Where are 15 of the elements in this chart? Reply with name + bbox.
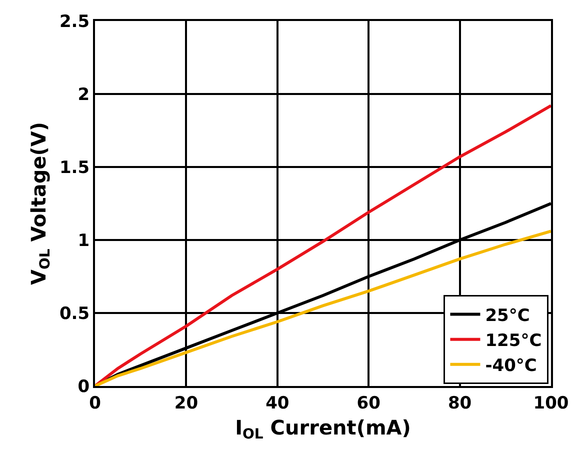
y-tick-label: 2 [78, 84, 90, 105]
legend-label: 125°C [485, 330, 542, 351]
x-tick-label: 60 [356, 393, 381, 414]
legend-label: -40°C [485, 356, 537, 376]
y-tick-label: 0 [78, 376, 90, 397]
y-tick-label: 1.5 [59, 158, 90, 178]
y-tick-label: 1 [78, 230, 90, 251]
x-tick-label: 80 [448, 393, 472, 414]
legend-label: 25°C [485, 306, 530, 326]
x-tick-label: 20 [174, 393, 198, 414]
x-tick-label: 40 [266, 393, 290, 414]
y-tick-label: 2.5 [59, 12, 90, 32]
x-axis-title: I$_{OL}$ Current(mA) [235, 415, 411, 443]
x-tick-label: 100 [533, 393, 569, 414]
y-tick-label: 0.5 [59, 304, 90, 324]
